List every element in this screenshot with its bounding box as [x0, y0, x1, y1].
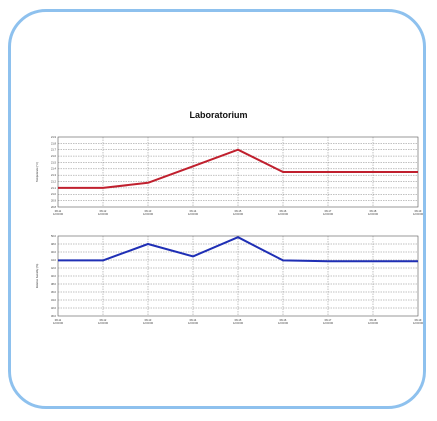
x-tick-label: 08-16 12:00:00: [278, 318, 289, 325]
y-tick-label: 20.9: [51, 199, 57, 203]
y-tick-label: 48.0: [51, 242, 57, 246]
x-tick-label: 08-14 12:00:00: [188, 318, 199, 325]
y-tick-label: 21.6: [51, 154, 57, 158]
y-tick-label: 21.4: [51, 167, 57, 171]
y-tick-label: 46.0: [51, 250, 57, 254]
y-tick-label: 42.0: [51, 266, 57, 270]
x-tick-label: 08-15 12:00:00: [233, 209, 244, 216]
x-tick-label: 08-19 12:00:00: [413, 209, 424, 216]
x-tick-label: 08-18 12:00:00: [368, 318, 379, 325]
y-tick-label: 40.0: [51, 274, 57, 278]
series-line-1: [58, 148, 418, 189]
y-tick-label: 21.0: [51, 192, 57, 196]
x-tick-label: 08-17 12:00:00: [323, 209, 334, 216]
card-frame: [8, 9, 426, 409]
y-axis-label: Relative humidity (%): [35, 264, 39, 289]
y-tick-label: 50.0: [51, 234, 57, 238]
y-tick-label: 21.5: [51, 160, 57, 164]
y-tick-label: 32.0: [51, 306, 57, 310]
y-tick-label: 21.9: [51, 135, 57, 139]
series-line-2: [58, 236, 418, 263]
y-tick-label: 21.7: [51, 148, 57, 152]
y-tick-label: 38.0: [51, 282, 57, 286]
y-tick-label: 21.2: [51, 179, 57, 183]
x-tick-label: 08-13 12:00:00: [143, 318, 154, 325]
x-tick-label: 08-14 12:00:00: [188, 209, 199, 216]
y-tick-label: 20.8: [51, 205, 57, 209]
x-tick-label: 08-18 12:00:00: [368, 209, 379, 216]
x-tick-label: 08-11 12:00:00: [53, 209, 64, 216]
y-tick-label: 21.8: [51, 141, 57, 145]
y-tick-label: 30.0: [51, 314, 57, 318]
x-tick-label: 08-13 12:00:00: [143, 209, 154, 216]
x-tick-label: 08-16 12:00:00: [278, 209, 289, 216]
y-tick-label: 21.3: [51, 173, 57, 177]
x-tick-label: 08-19 12:00:00: [413, 318, 424, 325]
x-tick-label: 08-12 12:00:00: [98, 318, 109, 325]
chart-title: Laboratorium: [189, 110, 248, 120]
y-tick-label: 34.0: [51, 298, 57, 302]
y-tick-label: 21.1: [51, 186, 57, 190]
x-tick-label: 08-17 12:00:00: [323, 318, 334, 325]
x-tick-label: 08-11 12:00:00: [53, 318, 64, 325]
y-axis-label: Temperature (°C): [35, 162, 39, 182]
y-tick-label: 44.0: [51, 258, 57, 262]
y-tick-label: 36.0: [51, 290, 57, 294]
x-tick-label: 08-15 12:00:00: [233, 318, 244, 325]
x-tick-label: 08-12 12:00:00: [98, 209, 109, 216]
